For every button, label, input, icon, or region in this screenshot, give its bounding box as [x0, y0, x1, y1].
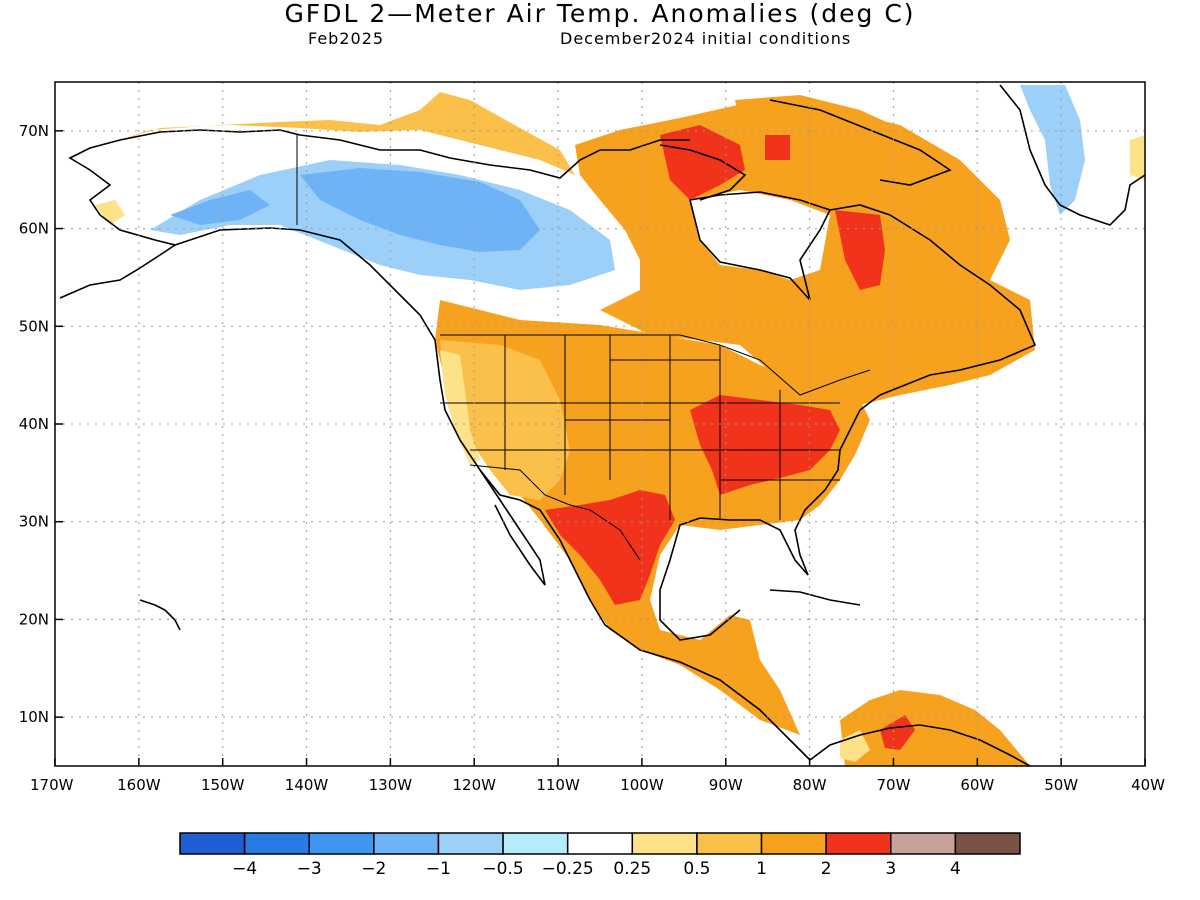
colorbar-swatch	[890, 832, 957, 855]
colorbar-label: −4	[232, 859, 257, 879]
tick-label-lon: 140W	[285, 776, 329, 794]
tick-label-lon: 130W	[369, 776, 413, 794]
colorbar	[179, 832, 1021, 855]
coast-south-america	[809, 724, 1031, 766]
tick-label-lon: 110W	[536, 776, 580, 794]
colorbar-label: 2	[821, 859, 832, 879]
colorbar-label: −0.25	[542, 859, 594, 879]
coast-baffin	[659, 99, 952, 201]
coast-greenland	[999, 84, 1145, 226]
tick-label-lat: 60N	[19, 220, 49, 238]
anomaly-region-yukon-blue	[300, 168, 540, 252]
political-borders	[296, 135, 871, 561]
coast-cuba	[769, 589, 861, 606]
anomaly-region-greenland-blue	[1020, 85, 1085, 215]
latitude-axis: 70N 60N 50N 40N 30N 20N 10N	[19, 122, 63, 726]
map-panel	[54, 81, 1146, 767]
tick-label-lon: 70W	[877, 776, 911, 794]
coast-hudson-bay	[689, 191, 832, 301]
colorbar-swatch	[308, 832, 375, 855]
anomaly-region-arctic-coast	[105, 92, 575, 175]
anomaly-region-alaska-blue	[170, 190, 270, 225]
map-gridlines	[55, 82, 1145, 766]
tick-label-lat: 10N	[19, 708, 49, 726]
hudson-bay-neutral	[690, 190, 830, 280]
anomaly-region-venezuela-red	[880, 715, 915, 750]
anomaly-region-west-coast-yellow	[440, 350, 480, 465]
anomaly-region-texas-red	[545, 490, 675, 605]
colorbar-label: −2	[361, 859, 386, 879]
tick-label-lon: 50W	[1044, 776, 1078, 794]
colorbar-swatch	[243, 832, 310, 855]
anomaly-region-colombia-yellow	[840, 730, 870, 762]
tick-label-lon: 60W	[960, 776, 994, 794]
colorbar-label: −1	[426, 859, 451, 879]
border-us-mexico	[469, 464, 641, 561]
border-us-canada	[440, 334, 871, 396]
tick-label-lon: 40W	[1131, 776, 1165, 794]
longitude-axis: 170W 160W 150W 140W 130W 120W 110W 100W 90W 80W 70…	[30, 758, 1165, 794]
tick-label-lat: 20N	[19, 610, 49, 628]
colorbar-swatch	[760, 832, 827, 855]
tick-label-lon: 90W	[709, 776, 743, 794]
initial-conditions-label: December2024 initial conditions	[560, 29, 852, 48]
colorbar-label: 4	[950, 859, 961, 879]
forecast-month: Feb2025	[308, 29, 385, 48]
anomaly-region-baffin-orange	[735, 95, 945, 190]
coast-alaska	[59, 129, 301, 299]
colorbar-label: 3	[885, 859, 896, 879]
colorbar-swatch	[437, 832, 504, 855]
colorbar-swatch	[373, 832, 440, 855]
coast-east-us	[659, 394, 881, 641]
anomaly-region-baffin-red	[660, 125, 745, 200]
tick-label-lon: 100W	[620, 776, 664, 794]
anomaly-region-labrador-red	[835, 210, 885, 290]
anomaly-region-ohio-valley-red	[690, 395, 840, 495]
tick-label-lon: 80W	[793, 776, 827, 794]
colorbar-swatch	[566, 832, 634, 855]
colorbar-swatch	[954, 832, 1021, 855]
colorbar-swatch	[696, 832, 763, 855]
map-title: GFDL 2—Meter Air Temp. Anomalies (deg C)	[284, 0, 916, 28]
anomaly-region-baffin-red-small	[765, 135, 790, 160]
tick-label-lon: 170W	[30, 776, 74, 794]
colorbar-swatch	[502, 832, 569, 855]
colorbar-swatch	[825, 832, 892, 855]
colorbar-swatch	[179, 832, 246, 855]
anomaly-region-greenland-yellow	[1130, 135, 1145, 180]
coast-baja	[479, 469, 546, 586]
coast-hawaii	[139, 599, 181, 631]
colorbar-label: −3	[297, 859, 322, 879]
tick-label-lon: 160W	[117, 776, 161, 794]
tick-label-lon: 120W	[452, 776, 496, 794]
colorbar-label: 0.5	[683, 859, 710, 879]
coast-arctic-canada	[299, 134, 690, 179]
anomaly-region-alaska-sw-yellow	[95, 200, 125, 225]
colorbar-label: 0.25	[613, 859, 651, 879]
border-states	[440, 335, 840, 520]
tick-label-lat: 40N	[19, 415, 49, 433]
tick-label-lon: 150W	[201, 776, 245, 794]
coastlines	[59, 84, 1145, 766]
coast-labrador	[829, 204, 1037, 396]
tick-label-lat: 30N	[19, 513, 49, 531]
tick-label-lat: 70N	[19, 122, 49, 140]
colorbar-swatch	[631, 832, 698, 855]
coast-pacific-nw	[174, 227, 811, 761]
colorbar-label: −0.5	[482, 859, 523, 879]
colorbar-label: 1	[756, 859, 767, 879]
tick-label-lat: 50N	[19, 317, 49, 335]
colorbar-labels: −4 −3 −2 −1 −0.5 −0.25 0.25 0.5 1 2 3 4	[232, 859, 961, 879]
